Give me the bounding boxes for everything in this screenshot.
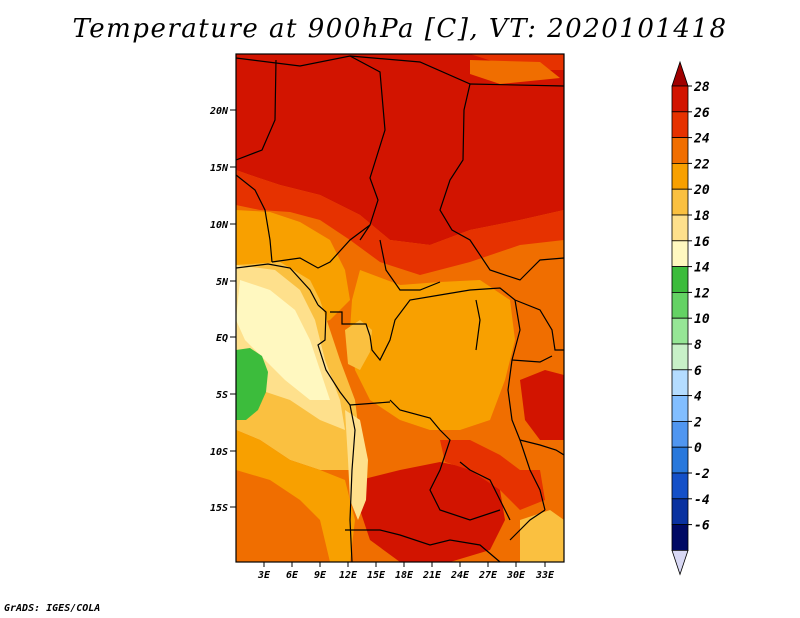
lon-label: 12E	[339, 570, 358, 581]
colorbar-segment	[671, 395, 689, 422]
colorbar-segment	[671, 214, 689, 242]
colorbar-label: 26	[693, 106, 710, 121]
grads-credit: GrADS: IGES/COLA	[4, 603, 101, 614]
colorbar-segment	[671, 317, 689, 345]
colorbar-segment	[671, 524, 689, 551]
colorbar-label: 4	[694, 390, 702, 405]
lon-label: 6E	[286, 570, 299, 581]
colorbar-label: 14	[694, 261, 710, 276]
lon-label: 30E	[506, 570, 526, 581]
colorbar-top-arrow	[671, 60, 689, 87]
colorbar-segment	[671, 472, 689, 500]
colorbar-segment	[671, 240, 689, 268]
colorbar-label: 8	[694, 338, 702, 353]
map-frame	[235, 53, 565, 563]
colorbar-label: 16	[694, 235, 710, 250]
lat-label: 5S	[216, 390, 228, 401]
lon-label: 27E	[478, 570, 498, 581]
lon-label: 3E	[257, 570, 271, 581]
colorbar-segment	[671, 85, 689, 113]
colorbar-label: 0	[694, 441, 702, 456]
colorbar-segment	[671, 291, 689, 319]
lat-label: 10N	[210, 220, 229, 231]
colorbar-label: 6	[694, 364, 702, 379]
colorbar-label: 12	[694, 286, 710, 301]
colorbar-segment	[671, 420, 689, 448]
lat-label: 20N	[209, 106, 229, 117]
colorbar-label: 22	[693, 157, 710, 172]
colorbar-label: -4	[694, 493, 710, 508]
colorbar-segment	[671, 369, 689, 396]
colorbar-label: 24	[693, 132, 710, 147]
colorbar-segment	[671, 266, 689, 293]
lat-label: 10S	[210, 447, 228, 458]
lon-label: 33E	[535, 570, 555, 581]
lat-label: 5N	[216, 277, 229, 288]
lon-label: 18E	[395, 570, 414, 581]
colorbar-label: 10	[694, 312, 710, 327]
country-borders	[236, 55, 564, 562]
colorbar-segment	[671, 188, 689, 216]
lat-label: 15S	[210, 503, 228, 514]
map-title: Temperature at 900hPa [C], VT: 202010141…	[72, 14, 728, 44]
lon-label: 21E	[422, 570, 442, 581]
lat-label: EQ	[216, 333, 228, 344]
lon-label: 24E	[450, 570, 470, 581]
colorbar-segment	[671, 111, 689, 139]
longitude-axis: 3E 6E 9E 12E 15E 18E 21E 24E 27E 30E 33E	[257, 562, 555, 581]
colorbar-segment	[671, 162, 689, 190]
colorbar-label: -2	[694, 467, 710, 482]
colorbar-label: 28	[693, 80, 710, 95]
colorbar-label: -6	[694, 519, 710, 534]
colorbar-label: 2	[693, 415, 702, 430]
lat-label: 15N	[210, 163, 229, 174]
latitude-axis: 20N 15N 10N 5N EQ 5S 10S 15S	[209, 106, 236, 514]
lon-label: 15E	[367, 570, 386, 581]
temperature-field	[236, 54, 564, 562]
colorbar-segment	[671, 343, 689, 371]
colorbar-label: 20	[693, 183, 710, 198]
colorbar-segment	[671, 498, 689, 525]
lon-label: 9E	[314, 570, 327, 581]
colorbar-bottom-arrow	[671, 550, 689, 576]
colorbar-label: 18	[694, 209, 710, 224]
colorbar-segment	[671, 137, 689, 164]
colorbar-segment	[671, 446, 689, 474]
